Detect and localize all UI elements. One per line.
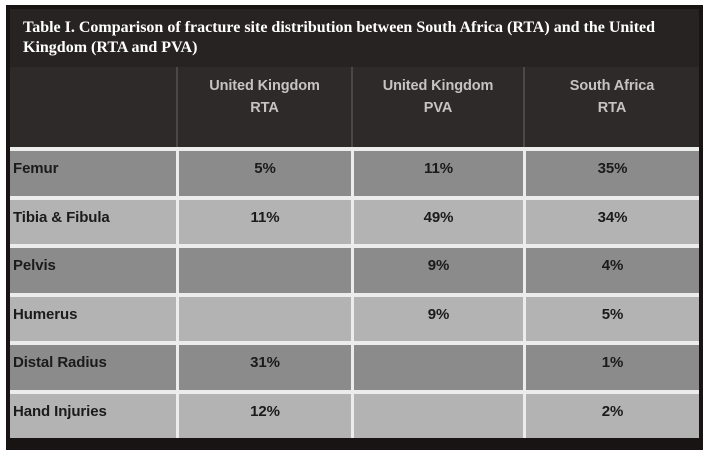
value-cell: 5%: [523, 292, 699, 341]
header-label-line2: RTA: [250, 100, 279, 116]
row-label-cell: Femur: [10, 147, 176, 196]
caption-line-2: Kingdom (RTA and PVA): [23, 39, 198, 56]
header-cell-uk-pva: United Kingdom PVA: [351, 67, 523, 147]
value-cell: 35%: [523, 147, 699, 196]
row-label-cell: Humerus: [10, 292, 176, 341]
data-table: United Kingdom RTA United Kingdom PVA So…: [10, 67, 699, 438]
value-cell: [176, 244, 351, 293]
row-label-cell: Tibia & Fibula: [10, 195, 176, 244]
value-cell: 31%: [176, 341, 351, 390]
value-cell: 9%: [351, 292, 523, 341]
value-cell: [351, 341, 523, 390]
header-label-line1: United Kingdom: [382, 78, 494, 94]
header-cell-sa-rta: South Africa RTA: [523, 67, 699, 147]
value-cell: 9%: [351, 244, 523, 293]
table-figure: Table I. Comparison of fracture site dis…: [6, 5, 703, 450]
table-caption: Table I. Comparison of fracture site dis…: [10, 9, 699, 67]
value-cell: 11%: [351, 147, 523, 196]
header-stub-cell: [10, 67, 176, 147]
value-cell: 49%: [351, 195, 523, 244]
row-label-cell: Pelvis: [10, 244, 176, 293]
value-cell: [351, 389, 523, 438]
header-cell-uk-rta: United Kingdom RTA: [176, 67, 351, 147]
value-cell: [176, 292, 351, 341]
value-cell: 11%: [176, 195, 351, 244]
header-label-line1: South Africa: [569, 78, 655, 94]
row-label-cell: Hand Injuries: [10, 389, 176, 438]
value-cell: 4%: [523, 244, 699, 293]
value-cell: 5%: [176, 147, 351, 196]
header-label-line2: PVA: [423, 100, 453, 116]
header-label-line2: RTA: [597, 100, 627, 116]
value-cell: 1%: [523, 341, 699, 390]
row-label-cell: Distal Radius: [10, 341, 176, 390]
value-cell: 12%: [176, 389, 351, 438]
value-cell: 34%: [523, 195, 699, 244]
caption-line-1: Table I. Comparison of fracture site dis…: [23, 19, 656, 36]
header-label-line1: United Kingdom: [209, 78, 320, 94]
value-cell: 2%: [523, 389, 699, 438]
